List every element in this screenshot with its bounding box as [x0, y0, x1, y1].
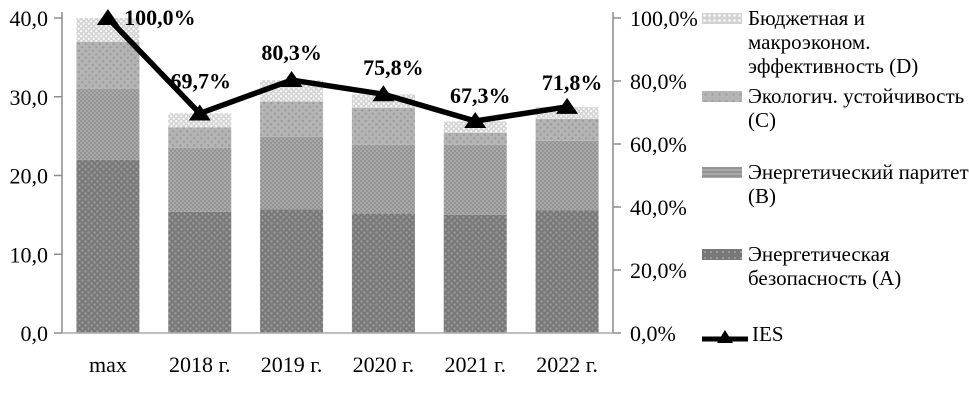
bar-segment-C-2019	[260, 101, 324, 137]
ies-marker	[464, 112, 487, 129]
category-label: 2021 г.	[444, 352, 506, 377]
ies-marker	[556, 97, 579, 114]
ies-data-label: 100,0%	[124, 5, 196, 30]
bar-segment-C-2018	[168, 127, 232, 148]
legend-label-B: Энергетический паритет (B)	[748, 160, 969, 208]
legend-label-line: (B)	[748, 184, 776, 208]
legend-swatch-B	[702, 167, 742, 178]
legend-item-D: Бюджетная и макроэконом. эффективность (D)	[702, 6, 918, 78]
legend: Бюджетная и макроэконом. эффективность (D)…	[702, 0, 969, 400]
ies-data-label: 75,8%	[363, 55, 424, 80]
bar-segment-A-2019	[260, 209, 324, 333]
bar-segment-C-2021	[443, 132, 507, 145]
right-axis-tick-label: 0,0%	[630, 321, 676, 346]
ies-marker	[96, 9, 119, 25]
bar-segment-A-2018	[168, 211, 232, 333]
category-label: 2020 г.	[353, 352, 415, 377]
legend-label-line: Энергетическая	[748, 242, 890, 266]
bar-segment-A-max	[76, 159, 140, 333]
right-axis-tick-label: 40,0%	[630, 195, 687, 220]
legend-label-C: Экологич. устойчивость (C)	[748, 84, 964, 132]
bar-segment-A-2022	[535, 210, 599, 333]
bar-segment-C-2020	[351, 107, 415, 145]
ies-marker	[280, 71, 303, 88]
legend-label-D: Бюджетная и макроэконом. эффективность (D)	[748, 6, 918, 78]
bar-segment-B-2021	[443, 144, 507, 215]
right-axis-tick-label: 100,0%	[630, 6, 698, 31]
legend-label-line: макроэконом.	[748, 30, 871, 54]
bar-segment-B-2022	[535, 140, 599, 211]
legend-item-B: Энергетический паритет (B)	[702, 160, 969, 208]
legend-ies-line-marker	[702, 330, 748, 343]
bar-segment-B-max	[76, 88, 140, 160]
legend-item-C: Экологич. устойчивость (C)	[702, 84, 964, 132]
bar-segment-B-2018	[168, 147, 232, 212]
bar-segment-A-2021	[443, 214, 507, 333]
category-label: 2022 г.	[536, 352, 598, 377]
category-label: 2019 г.	[261, 352, 323, 377]
legend-item-IES: IES	[702, 322, 784, 346]
left-axis-tick-label: 10,0	[10, 242, 49, 267]
legend-label-line: эффективность (D)	[748, 54, 919, 78]
right-axis-tick-label: 80,0%	[630, 69, 687, 94]
left-axis-tick-label: 30,0	[10, 85, 49, 110]
ies-data-label: 80,3%	[261, 40, 322, 65]
legend-item-A: Энергетическая безопасность (A)	[702, 242, 901, 290]
bar-segment-B-2020	[351, 144, 415, 214]
legend-label-line: IES	[752, 322, 784, 346]
right-axis-tick-label: 20,0%	[630, 258, 687, 283]
left-axis-tick-label: 40,0	[10, 6, 49, 31]
bar-segment-B-2019	[260, 136, 324, 210]
legend-label-IES: IES	[752, 322, 784, 346]
ies-data-label: 67,3%	[450, 83, 511, 108]
legend-label-line: Энергетический паритет	[748, 160, 969, 184]
ies-data-label: 71,8%	[542, 70, 603, 95]
legend-swatch-A	[702, 249, 742, 260]
legend-label-line: Экологич. устойчивость	[748, 84, 965, 108]
bar-segment-A-2020	[351, 213, 415, 333]
category-label: max	[89, 352, 127, 377]
legend-label-line: Бюджетная и	[748, 6, 865, 30]
right-axis-tick-label: 60,0%	[630, 132, 687, 157]
legend-label-line: безопасность (A)	[748, 266, 902, 290]
ies-line	[105, 16, 568, 124]
ies-marker	[372, 85, 395, 102]
left-axis-tick-label: 0,0	[21, 321, 49, 346]
legend-label-line: (C)	[748, 108, 776, 132]
legend-label-A: Энергетическая безопасность (A)	[748, 242, 901, 290]
left-axis-tick-label: 20,0	[10, 164, 49, 189]
legend-swatch-D	[702, 13, 742, 24]
category-label: 2018 г.	[169, 352, 231, 377]
ies-marker	[188, 104, 211, 121]
ies-data-label: 69,7%	[171, 68, 232, 93]
bar-segment-C-max	[76, 41, 140, 89]
bar-segment-C-2022	[535, 118, 599, 141]
legend-swatch-C	[702, 91, 742, 102]
